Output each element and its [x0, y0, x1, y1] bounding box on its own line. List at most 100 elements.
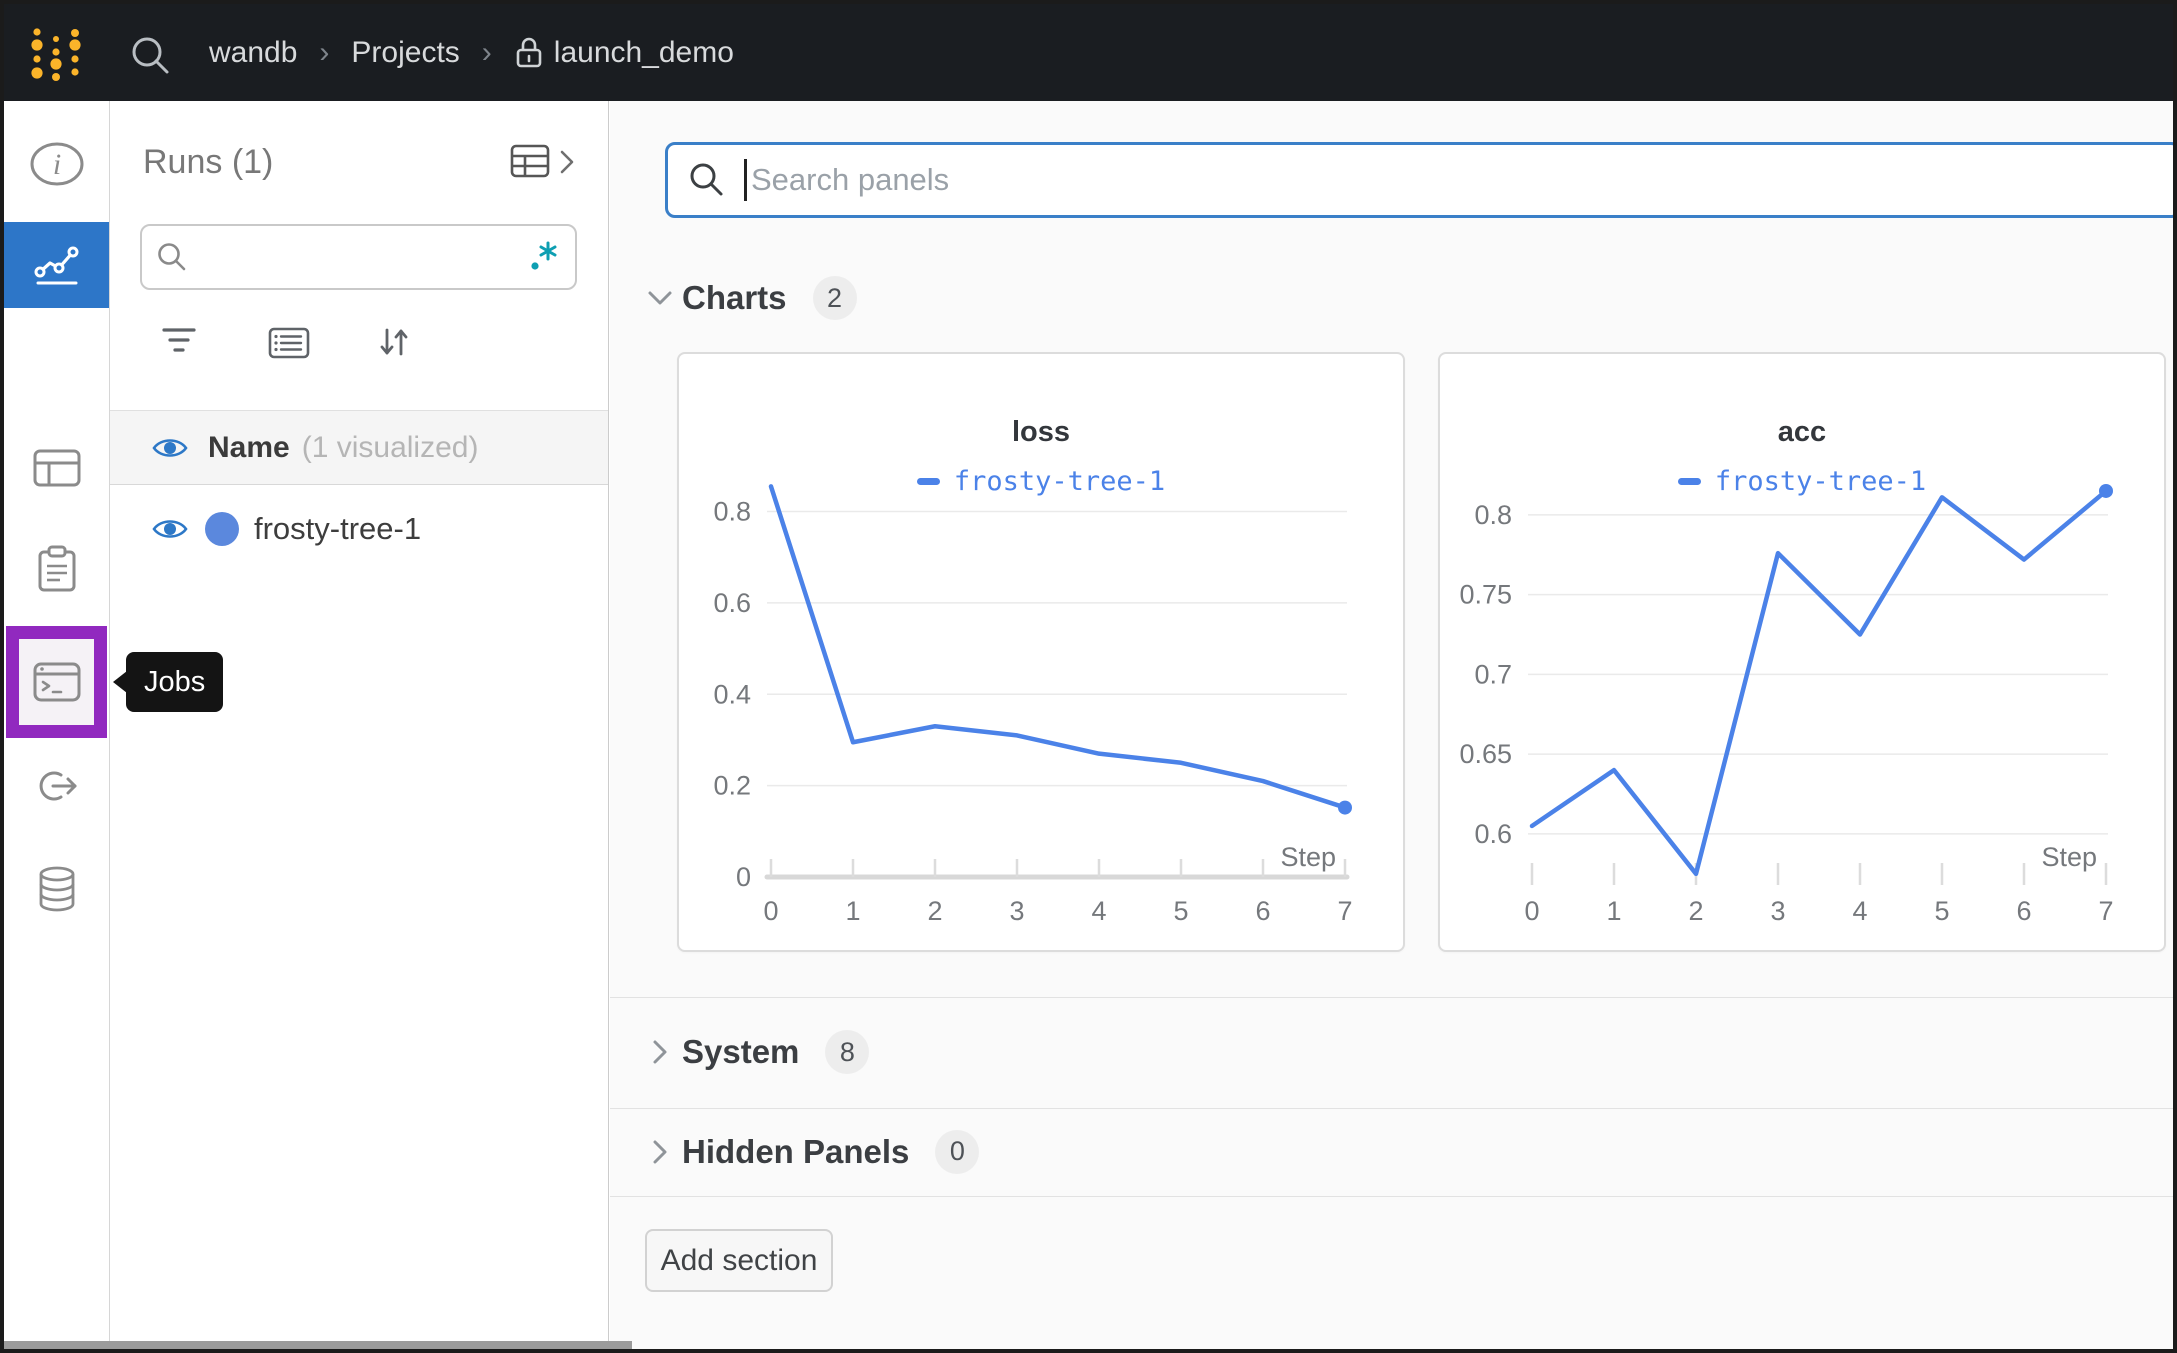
chevron-down-icon[interactable] — [647, 288, 673, 308]
breadcrumb-separator: › — [482, 36, 492, 70]
regex-toggle-icon[interactable] — [527, 240, 561, 274]
terminal-icon — [31, 657, 83, 707]
svg-text:0: 0 — [763, 896, 778, 926]
sidebar-item-jobs[interactable] — [6, 626, 107, 738]
svg-text:0.7: 0.7 — [1474, 659, 1512, 689]
section-system-label: System — [682, 1033, 799, 1071]
sidebar-item-charts[interactable] — [4, 222, 109, 308]
svg-text:0.8: 0.8 — [1474, 500, 1512, 530]
svg-text:Step: Step — [1280, 842, 1336, 872]
link-arrow-icon — [31, 762, 83, 810]
eye-icon[interactable] — [152, 435, 188, 461]
svg-text:3: 3 — [1770, 896, 1785, 926]
runs-panel-title: Runs (1) — [143, 143, 273, 182]
chevron-right-icon[interactable] — [650, 1039, 670, 1065]
sidebar-item-logs[interactable] — [4, 535, 109, 605]
breadcrumb-project-name[interactable]: launch_demo — [554, 36, 734, 70]
svg-text:0.6: 0.6 — [713, 588, 751, 618]
runs-search-box — [140, 224, 577, 290]
svg-text:0.6: 0.6 — [1474, 819, 1512, 849]
run-color-dot — [205, 512, 239, 546]
svg-text:0: 0 — [1524, 896, 1539, 926]
svg-text:3: 3 — [1009, 896, 1024, 926]
wandb-logo[interactable] — [28, 26, 108, 86]
hidden-panels-count-badge: 0 — [935, 1130, 979, 1174]
svg-text:0.75: 0.75 — [1459, 580, 1512, 610]
breadcrumb: wandb › Projects › launch_demo — [209, 4, 734, 101]
svg-text:0.4: 0.4 — [713, 679, 751, 709]
lock-icon — [514, 36, 544, 70]
workspace: Charts 2 loss frosty-tree-1 00.20.40.60.… — [610, 101, 2173, 1349]
svg-text:6: 6 — [2016, 896, 2031, 926]
svg-text:0.65: 0.65 — [1459, 739, 1512, 769]
add-section-button[interactable]: Add section — [645, 1229, 833, 1292]
svg-text:6: 6 — [1255, 896, 1270, 926]
app-window: wandb › Projects › launch_demo i — [0, 0, 2177, 1353]
sidebar-item-table[interactable] — [4, 433, 109, 503]
panel-search-box — [665, 142, 2173, 218]
breadcrumb-entity[interactable]: wandb — [209, 36, 297, 70]
run-row[interactable]: frosty-tree-1 — [110, 485, 608, 573]
topbar: wandb › Projects › launch_demo — [4, 4, 2173, 101]
section-system-header[interactable]: System 8 — [610, 998, 2173, 1106]
group-list-icon[interactable] — [268, 327, 310, 359]
runs-panel: Runs (1) — [110, 101, 609, 1349]
svg-text:4: 4 — [1852, 896, 1867, 926]
svg-text:2: 2 — [1688, 896, 1703, 926]
breadcrumb-projects[interactable]: Projects — [351, 36, 459, 70]
open-runs-table-button[interactable] — [510, 143, 576, 181]
chevron-right-icon[interactable] — [650, 1139, 670, 1165]
runs-controls — [110, 323, 608, 371]
run-name[interactable]: frosty-tree-1 — [254, 511, 421, 547]
filter-icon[interactable] — [162, 327, 196, 353]
svg-text:5: 5 — [1173, 896, 1188, 926]
sidebar-item-automations[interactable] — [4, 751, 109, 821]
section-charts-label: Charts — [682, 279, 787, 317]
section-hidden-panels-header[interactable]: Hidden Panels 0 — [610, 1109, 2173, 1194]
runs-name-header[interactable]: Name (1 visualized) — [110, 411, 608, 485]
topbar-search-icon[interactable] — [129, 34, 173, 78]
jobs-tooltip: Jobs — [126, 652, 223, 712]
section-hidden-panels-label: Hidden Panels — [682, 1133, 909, 1171]
horizontal-scrollbar[interactable] — [4, 1341, 632, 1349]
loss-line-chart: 00.20.40.60.801234567Step — [679, 354, 1407, 954]
svg-text:1: 1 — [1606, 896, 1621, 926]
info-icon: i — [29, 140, 85, 188]
svg-text:0: 0 — [736, 862, 751, 892]
eye-icon[interactable] — [152, 516, 188, 542]
breadcrumb-separator: › — [319, 36, 329, 70]
svg-text:4: 4 — [1091, 896, 1106, 926]
clipboard-icon — [31, 544, 83, 596]
search-icon — [156, 241, 188, 273]
table-icon — [31, 444, 83, 492]
svg-text:5: 5 — [1934, 896, 1949, 926]
search-icon — [688, 161, 726, 199]
svg-text:1: 1 — [845, 896, 860, 926]
svg-text:Step: Step — [2041, 842, 2097, 872]
svg-text:7: 7 — [2098, 896, 2113, 926]
svg-text:0.8: 0.8 — [713, 497, 751, 527]
section-divider — [610, 1196, 2173, 1197]
runs-search-input[interactable] — [200, 240, 527, 274]
acc-line-chart: 0.6 0.65 0.7 0.75 0.8 0 1 2 3 4 5 6 7Step — [1440, 354, 2168, 954]
line-chart-icon — [31, 239, 83, 291]
sort-icon[interactable] — [378, 327, 410, 357]
svg-text:2: 2 — [927, 896, 942, 926]
system-count-badge: 8 — [825, 1030, 869, 1074]
sidebar-item-artifacts[interactable] — [4, 855, 109, 925]
sidebar-rail: i — [4, 101, 110, 1349]
sidebar-item-overview[interactable]: i — [4, 129, 109, 199]
panel-card-loss[interactable]: loss frosty-tree-1 00.20.40.60.801234567… — [677, 352, 1405, 952]
charts-count-badge: 2 — [813, 276, 857, 320]
jobs-tooltip-label: Jobs — [144, 666, 205, 699]
section-charts-header[interactable]: Charts 2 — [610, 273, 2173, 323]
chevron-right-icon — [558, 147, 576, 177]
name-column-label: Name — [208, 431, 290, 465]
visualized-count-label: (1 visualized) — [302, 431, 479, 465]
svg-text:i: i — [52, 148, 60, 181]
panel-search-input[interactable] — [749, 161, 2158, 199]
panel-card-acc[interactable]: acc frosty-tree-1 0.60.650.70.750.801234… — [1438, 352, 2166, 952]
charts-grid: loss frosty-tree-1 00.20.40.60.801234567… — [677, 352, 2166, 952]
runs-table-icon — [510, 143, 552, 181]
database-icon — [31, 864, 83, 916]
